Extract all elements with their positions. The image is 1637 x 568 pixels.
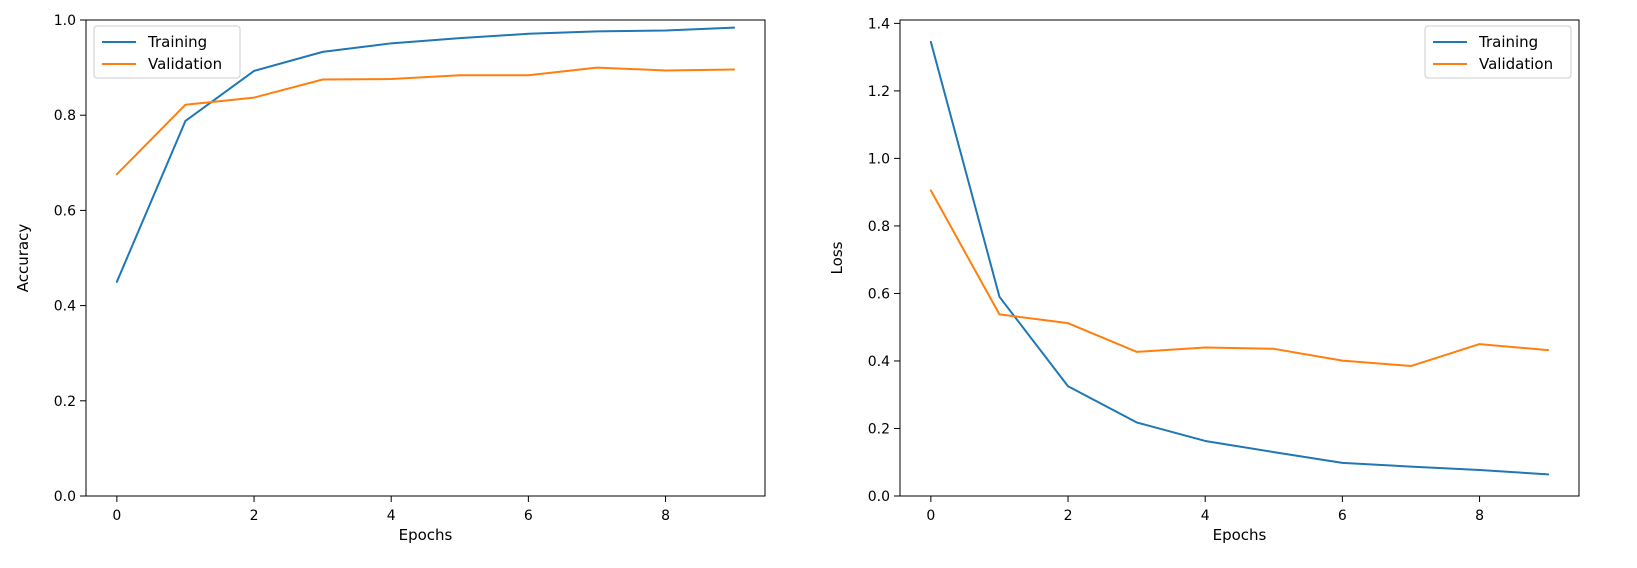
series-line-validation — [929, 189, 1550, 368]
y-axis-label: Accuracy — [14, 224, 32, 293]
x-tick-label: 8 — [1475, 508, 1484, 524]
x-tick-label: 6 — [524, 508, 533, 524]
series-line-training — [115, 26, 736, 283]
plot-area-frame — [85, 19, 766, 497]
x-tick-label: 4 — [387, 508, 396, 524]
y-tick-label: 0.8 — [54, 108, 76, 124]
y-tick-label: 0.4 — [868, 354, 890, 370]
legend: Training Validation — [93, 25, 241, 79]
y-tick-label: 0.6 — [868, 286, 890, 302]
y-tick-label: 1.0 — [868, 151, 890, 167]
legend-label-training: Training — [147, 33, 207, 51]
legend-label-validation: Validation — [1479, 55, 1553, 73]
chart-panel-loss: 0 2 4 6 8 0.0 0.2 0.4 0.6 0.8 1.0 1.2 1.4 Epochs Loss T… — [828, 16, 1580, 544]
x-axis-label: Epochs — [399, 526, 453, 544]
y-tick-label: 0.2 — [54, 394, 76, 410]
x-tick-label: 0 — [112, 508, 121, 524]
y-tick-label: 0.0 — [54, 489, 76, 505]
y-tick-label: 0.6 — [54, 203, 76, 219]
x-tick-label: 6 — [1338, 508, 1347, 524]
series-line-validation — [115, 66, 736, 176]
y-tick-label: 0.2 — [868, 421, 890, 437]
x-tick-label: 0 — [926, 508, 935, 524]
x-tick-label: 8 — [661, 508, 670, 524]
legend-label-validation: Validation — [148, 55, 222, 73]
y-tick-label: 0.8 — [868, 219, 890, 235]
y-tick-label: 0.4 — [54, 299, 76, 315]
x-tick-label: 2 — [250, 508, 259, 524]
chart-panel-accuracy: 0 2 4 6 8 0.0 0.2 0.4 0.6 0.8 1.0 Epochs Accuracy Tra… — [14, 13, 766, 544]
x-axis-label: Epochs — [1213, 526, 1267, 544]
legend-label-training: Training — [1478, 33, 1538, 51]
y-axis-label: Loss — [828, 241, 846, 274]
y-tick-label: 1.2 — [868, 84, 890, 100]
legend: Training Validation — [1424, 25, 1572, 79]
plot-area-frame — [899, 19, 1580, 497]
y-tick-label: 0.0 — [868, 489, 890, 505]
x-tick-label: 2 — [1064, 508, 1073, 524]
series-line-training — [929, 40, 1550, 476]
y-tick-label: 1.4 — [868, 16, 890, 32]
x-tick-label: 4 — [1201, 508, 1210, 524]
y-tick-label: 1.0 — [54, 13, 76, 29]
